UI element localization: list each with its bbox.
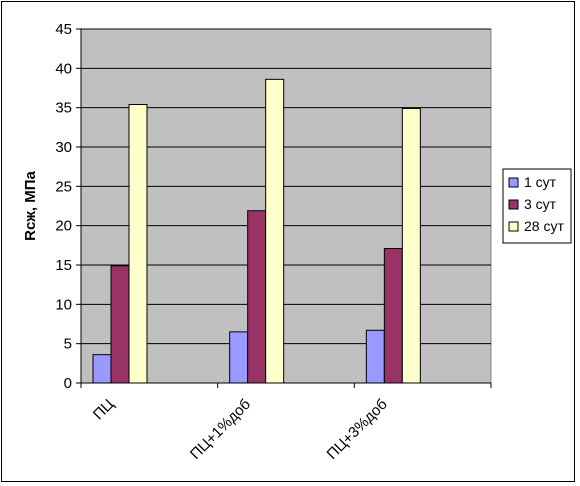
legend: 1 сут 3 сут 28 сут bbox=[502, 168, 572, 244]
bar bbox=[365, 329, 385, 384]
y-tick-label: 5 bbox=[64, 336, 72, 353]
chart-frame: 0 5 10 15 20 25 30 35 40 45 ПЦ ПЦ+1%доб ПЦ+3%доб Rcж… bbox=[1, 1, 575, 482]
legend-swatch bbox=[508, 199, 519, 210]
y-tick-label: 20 bbox=[55, 218, 72, 235]
legend-label: 28 сут bbox=[524, 218, 564, 234]
y-axis-label: Rcж, МПа bbox=[22, 170, 39, 240]
bar bbox=[229, 331, 249, 384]
bar bbox=[92, 354, 112, 384]
y-tick-label: 40 bbox=[55, 60, 72, 77]
x-tick-label: ПЦ+1%доб bbox=[187, 396, 254, 463]
y-tick-label: 30 bbox=[55, 139, 72, 156]
bar bbox=[383, 247, 403, 384]
y-tick-label: 0 bbox=[64, 375, 72, 392]
bar bbox=[401, 107, 421, 384]
bar bbox=[265, 78, 285, 384]
bars bbox=[92, 78, 421, 384]
plot-background bbox=[80, 28, 492, 384]
bar-chart: 0 5 10 15 20 25 30 35 40 45 ПЦ ПЦ+1%доб ПЦ+3%доб Rcж… bbox=[22, 21, 572, 463]
y-tick-label: 35 bbox=[55, 100, 72, 117]
legend-swatch bbox=[508, 221, 519, 232]
y-tick-label: 15 bbox=[55, 257, 72, 274]
bar bbox=[110, 265, 130, 384]
legend-swatch bbox=[508, 177, 519, 188]
legend-label: 3 сут bbox=[524, 196, 557, 212]
y-tick-label: 10 bbox=[55, 296, 72, 313]
y-tick-label: 25 bbox=[55, 178, 72, 195]
plot-area bbox=[80, 28, 492, 384]
bar bbox=[247, 210, 267, 384]
x-tick-label: ПЦ+3%доб bbox=[324, 396, 391, 463]
bar bbox=[128, 104, 148, 384]
x-tick-label: ПЦ bbox=[90, 396, 117, 423]
legend-label: 1 сут bbox=[524, 174, 557, 190]
y-tick-label: 45 bbox=[55, 21, 72, 38]
